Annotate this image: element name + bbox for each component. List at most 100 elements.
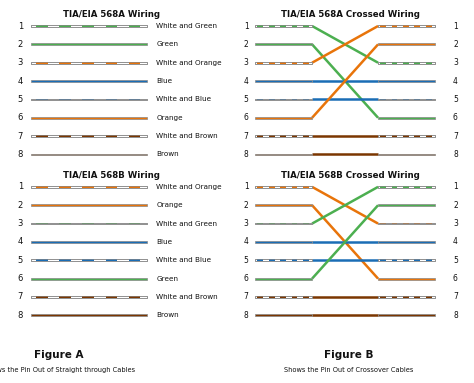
Text: 7: 7	[18, 132, 23, 141]
Text: 8: 8	[453, 311, 458, 320]
Bar	[106, 259, 117, 261]
Bar	[106, 296, 117, 298]
Text: 5: 5	[244, 95, 248, 104]
Bar	[255, 204, 312, 206]
Bar	[255, 154, 312, 155]
Bar	[255, 241, 312, 243]
Bar	[292, 135, 297, 137]
Text: Orange: Orange	[156, 115, 183, 121]
Bar	[280, 259, 286, 261]
Text: 1: 1	[453, 21, 458, 31]
Text: Figure B: Figure B	[324, 350, 373, 360]
Bar	[82, 135, 94, 137]
Bar	[426, 135, 431, 137]
Text: White and Orange: White and Orange	[156, 60, 222, 66]
Bar	[59, 259, 71, 261]
Bar	[59, 223, 71, 224]
Bar	[31, 259, 147, 261]
Text: 8: 8	[244, 311, 248, 320]
Bar	[378, 62, 435, 64]
Bar	[403, 135, 409, 137]
Bar	[280, 296, 286, 298]
Bar	[403, 186, 409, 188]
Bar	[31, 135, 147, 137]
Bar	[82, 296, 94, 298]
Text: 2: 2	[244, 201, 248, 210]
Text: TIA/EIA 568B Crossed Wiring: TIA/EIA 568B Crossed Wiring	[282, 171, 420, 180]
Bar	[257, 296, 263, 298]
Bar	[303, 186, 309, 188]
Bar	[82, 25, 94, 27]
Text: 3: 3	[453, 58, 458, 67]
Bar	[303, 223, 309, 224]
Bar	[392, 98, 397, 100]
Bar	[380, 25, 386, 27]
Bar	[36, 135, 48, 137]
Bar	[380, 62, 386, 64]
Bar	[303, 98, 309, 100]
Bar	[257, 259, 263, 261]
Text: TIA/EIA 568A Crossed Wiring: TIA/EIA 568A Crossed Wiring	[282, 10, 420, 20]
Bar	[129, 25, 140, 27]
Text: 7: 7	[244, 293, 248, 301]
Bar	[414, 62, 420, 64]
Bar	[31, 80, 147, 82]
Bar	[255, 186, 312, 188]
Bar	[31, 62, 147, 64]
Bar	[378, 223, 435, 224]
Text: 6: 6	[244, 113, 248, 122]
Text: 2: 2	[453, 201, 458, 210]
Bar	[31, 186, 147, 188]
Bar	[31, 43, 147, 45]
Text: White and Green: White and Green	[156, 23, 217, 29]
Bar	[257, 223, 263, 224]
Bar	[106, 62, 117, 64]
Bar	[31, 154, 147, 155]
Bar	[36, 223, 48, 224]
Bar	[129, 98, 140, 100]
Text: TIA/EIA 568B Wiring: TIA/EIA 568B Wiring	[63, 171, 160, 180]
Bar	[257, 25, 263, 27]
Text: Blue: Blue	[156, 78, 173, 84]
Bar	[280, 223, 286, 224]
Bar	[380, 259, 386, 261]
Bar	[31, 98, 147, 100]
Bar	[36, 259, 48, 261]
Bar	[106, 25, 117, 27]
Bar	[378, 25, 435, 27]
Bar	[303, 25, 309, 27]
Text: 1: 1	[244, 21, 248, 31]
Text: 3: 3	[453, 219, 458, 228]
Bar	[106, 186, 117, 188]
Bar	[255, 259, 312, 261]
Bar	[31, 135, 147, 137]
Bar	[269, 186, 274, 188]
Text: White and Orange: White and Orange	[156, 184, 222, 190]
Text: White and Brown: White and Brown	[156, 294, 218, 300]
Bar	[129, 223, 140, 224]
Text: 4: 4	[453, 237, 458, 246]
Bar	[31, 117, 147, 119]
Bar	[31, 25, 147, 27]
Bar	[292, 186, 297, 188]
Text: Shows the Pin Out of Straight through Cables: Shows the Pin Out of Straight through Ca…	[0, 367, 135, 373]
Bar	[82, 62, 94, 64]
Text: 5: 5	[453, 256, 458, 265]
Bar	[280, 25, 286, 27]
Bar	[380, 296, 386, 298]
Bar	[255, 135, 312, 137]
Bar	[414, 186, 420, 188]
Bar	[380, 186, 386, 188]
Text: 8: 8	[18, 150, 23, 159]
Bar	[414, 135, 420, 137]
Bar	[31, 223, 147, 224]
Bar	[129, 135, 140, 137]
Bar	[31, 186, 147, 188]
Bar	[129, 259, 140, 261]
Bar	[414, 25, 420, 27]
Text: Brown: Brown	[156, 152, 179, 157]
Bar	[378, 223, 435, 224]
Bar	[255, 223, 312, 224]
Text: White and Green: White and Green	[156, 221, 217, 227]
Bar	[414, 259, 420, 261]
